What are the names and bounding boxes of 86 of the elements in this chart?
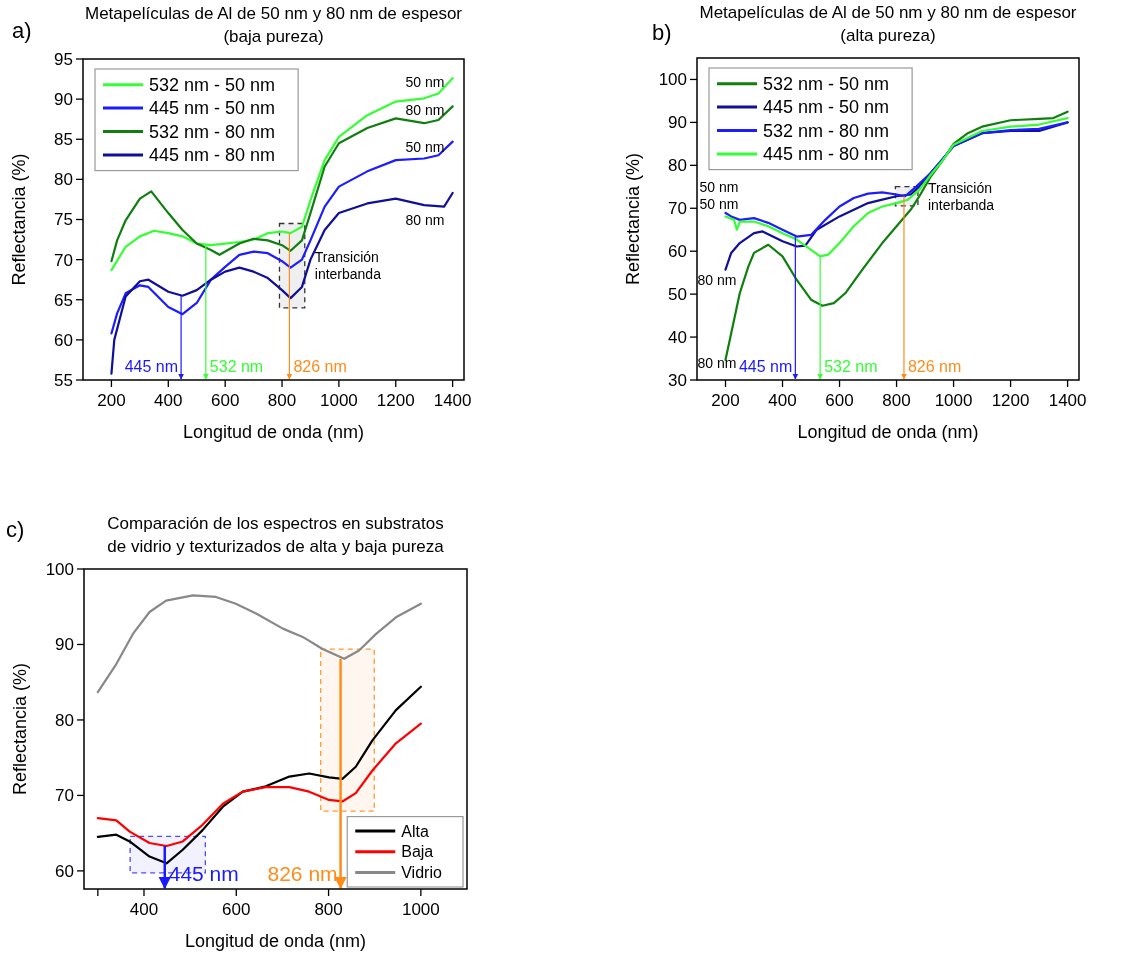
- y-tick-label: 90: [55, 635, 74, 655]
- y-tick-label: 70: [54, 250, 73, 270]
- ref-line-label: 532 nm: [209, 358, 264, 375]
- y-tick-label: 60: [54, 330, 73, 350]
- annotation: 80 nm: [697, 271, 737, 288]
- chart-title: Metapelículas de Al de 50 nm y 80 nm de espesor: [84, 4, 463, 23]
- y-tick-label: 40: [668, 328, 687, 348]
- x-tick-label: 1000: [319, 391, 358, 410]
- y-tick-label: 60: [55, 861, 74, 881]
- y-tick-label: 80: [54, 170, 73, 190]
- x-tick-label: 1400: [1048, 391, 1087, 410]
- line-series: [110, 191, 454, 375]
- annotation: 50 nm: [699, 195, 739, 212]
- ref-line-label: 826 nm: [293, 358, 347, 375]
- ref-line-label: 826 nm: [267, 862, 338, 885]
- legend-label: Baja: [401, 843, 434, 861]
- legend-label: Alta: [401, 822, 429, 840]
- y-axis-title: Reflectancia (%): [623, 152, 643, 286]
- x-tick-label: 1000: [934, 391, 973, 410]
- ref-line-label: 445 nm: [168, 862, 239, 885]
- legend-label: 532 nm - 50 nm: [149, 75, 276, 95]
- annotation: 80 nm: [697, 354, 737, 371]
- y-tick-label: 95: [54, 49, 73, 69]
- y-tick-label: 65: [54, 290, 73, 310]
- annotation: 50 nm: [699, 178, 739, 195]
- annotation: 50 nm: [405, 73, 445, 90]
- y-tick-label: 85: [54, 130, 73, 150]
- x-tick-label: 800: [882, 391, 911, 410]
- x-tick-label: 1000: [401, 900, 440, 919]
- chart-subtitle: (alta pureza): [840, 26, 936, 45]
- x-tick-label: 1400: [433, 391, 472, 410]
- legend-label: 445 nm - 80 nm: [149, 145, 276, 166]
- y-tick-label: 30: [668, 370, 687, 390]
- ref-line-label: 826 nm: [907, 358, 962, 375]
- x-tick-label: 800: [267, 391, 297, 410]
- ref-line-label: 445 nm: [124, 358, 179, 375]
- y-tick-label: 70: [668, 199, 687, 219]
- x-tick-label: 600: [825, 391, 854, 410]
- y-tick-label: 75: [54, 210, 73, 230]
- x-axis-title: Longitud de onda (nm): [797, 422, 979, 442]
- y-tick-label: 100: [45, 559, 74, 579]
- x-tick-label: 200: [97, 391, 126, 410]
- y-tick-label: 90: [54, 90, 73, 110]
- x-tick-label: 1200: [376, 391, 415, 410]
- y-axis-title: Reflectancia (%): [10, 662, 30, 796]
- y-tick-label: 50: [668, 285, 687, 305]
- legend-label: 445 nm - 80 nm: [763, 144, 890, 165]
- x-tick-label: 200: [711, 391, 740, 410]
- legend-label: 532 nm - 80 nm: [763, 120, 890, 141]
- y-tick-label: 60: [668, 242, 687, 262]
- text: c): [6, 517, 25, 542]
- y-tick-label: 80: [55, 710, 74, 730]
- chart-subtitle: de vidrio y texturizados de alta y baja pureza: [107, 537, 445, 556]
- band-label: Transición interbanda: [927, 179, 995, 213]
- x-tick-label: 400: [129, 900, 159, 919]
- x-tick-label: 400: [768, 391, 797, 410]
- legend-label: Vidrio: [401, 864, 442, 882]
- legend-label: 445 nm - 50 nm: [149, 98, 276, 119]
- x-axis-title: Longitud de onda (nm): [182, 422, 365, 442]
- ref-line-label: 445 nm: [738, 358, 793, 375]
- y-tick-label: 55: [54, 370, 73, 390]
- text: b): [652, 20, 672, 45]
- y-tick-label: 100: [658, 70, 687, 90]
- x-tick-label: 800: [314, 900, 343, 919]
- x-tick-label: 600: [210, 391, 240, 410]
- ref-line-label: 532 nm: [824, 358, 878, 375]
- chart-title: Comparación de los espectros en substratos: [107, 514, 444, 533]
- x-tick-label: 600: [222, 900, 251, 919]
- band-label: Transición interbanda: [314, 249, 382, 282]
- annotation: 80 nm: [405, 101, 445, 118]
- y-tick-label: 80: [668, 156, 687, 176]
- y-axis-title: Reflectancia (%): [9, 153, 29, 286]
- chart-subtitle: (baja pureza): [223, 27, 324, 46]
- annotation: 80 nm: [405, 211, 445, 228]
- chart-title: Metapelículas de Al de 50 nm y 80 nm de espesor: [699, 3, 1077, 22]
- line-series: [96, 594, 422, 694]
- x-tick-label: 1200: [991, 391, 1030, 410]
- legend-label: 445 nm - 50 nm: [763, 97, 890, 118]
- y-tick-label: 90: [668, 113, 687, 133]
- y-tick-label: 70: [55, 786, 74, 806]
- legend-label: 532 nm - 50 nm: [763, 74, 890, 94]
- text: a): [12, 18, 32, 43]
- legend-label: 532 nm - 80 nm: [149, 121, 276, 142]
- x-axis-title: Longitud de onda (nm): [184, 931, 367, 951]
- annotation: 50 nm: [405, 138, 445, 155]
- x-tick-label: 400: [154, 391, 183, 410]
